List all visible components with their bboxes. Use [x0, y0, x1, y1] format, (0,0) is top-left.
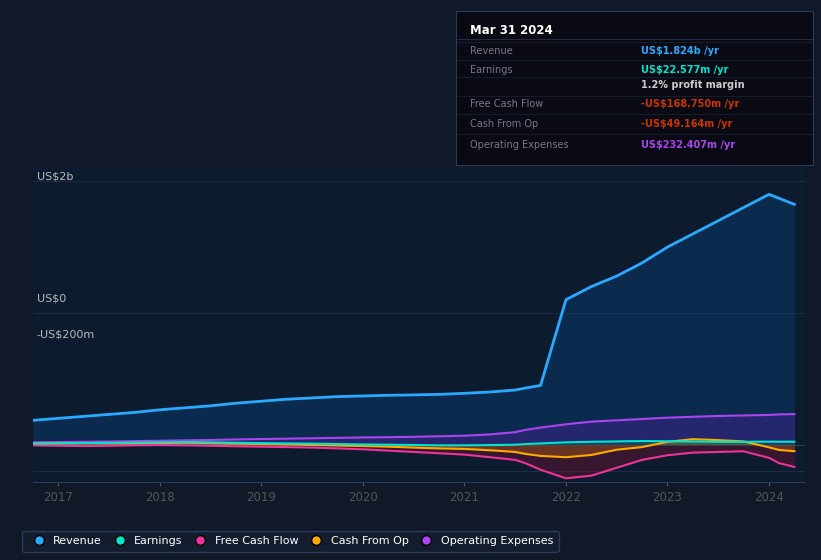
Text: -US$49.164m /yr: -US$49.164m /yr [641, 119, 732, 129]
Text: Earnings: Earnings [470, 65, 512, 74]
Text: -US$168.750m /yr: -US$168.750m /yr [641, 99, 740, 109]
Text: Revenue: Revenue [470, 46, 512, 56]
Text: 1.2% profit margin: 1.2% profit margin [641, 80, 745, 90]
Text: US$2b: US$2b [37, 171, 73, 181]
Text: US$22.577m /yr: US$22.577m /yr [641, 65, 729, 74]
Legend: Revenue, Earnings, Free Cash Flow, Cash From Op, Operating Expenses: Revenue, Earnings, Free Cash Flow, Cash … [22, 530, 558, 552]
Text: US$1.824b /yr: US$1.824b /yr [641, 46, 719, 56]
Text: Cash From Op: Cash From Op [470, 119, 539, 129]
Text: Free Cash Flow: Free Cash Flow [470, 99, 544, 109]
Text: Operating Expenses: Operating Expenses [470, 140, 569, 150]
Text: Mar 31 2024: Mar 31 2024 [470, 24, 553, 36]
Text: -US$200m: -US$200m [37, 329, 95, 339]
Text: US$0: US$0 [37, 293, 66, 303]
Text: US$232.407m /yr: US$232.407m /yr [641, 140, 736, 150]
